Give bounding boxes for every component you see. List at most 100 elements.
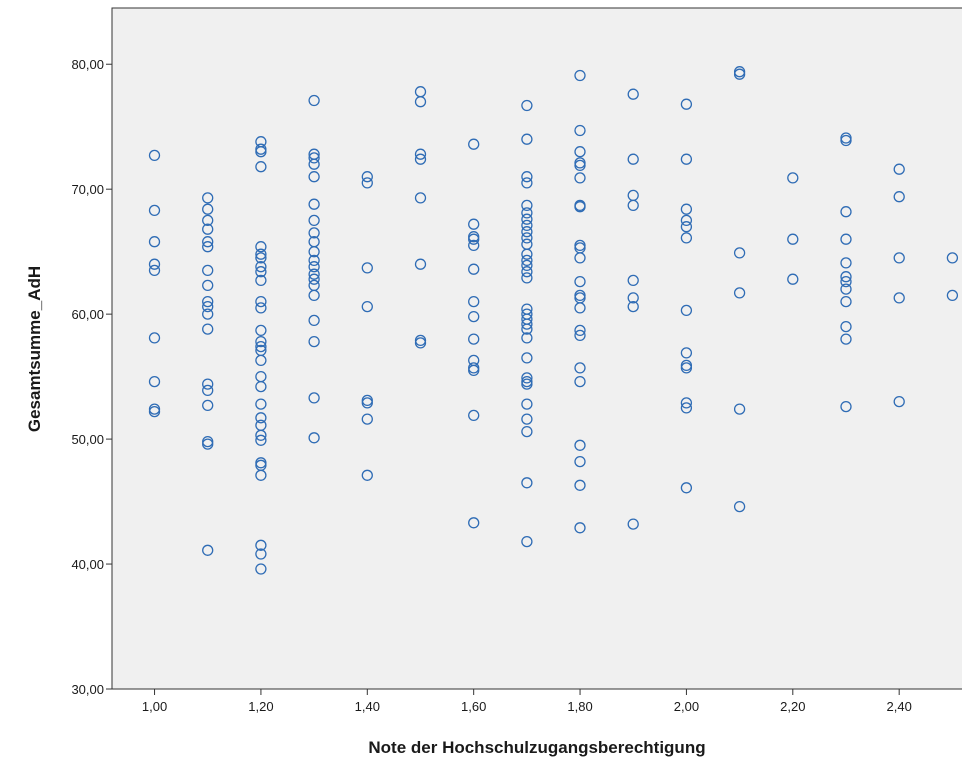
data-point <box>574 479 586 491</box>
y-tick-label: 30,00 <box>71 682 104 697</box>
y-tick-label: 40,00 <box>71 557 104 572</box>
data-point <box>840 275 852 288</box>
data-point <box>574 375 586 388</box>
data-point <box>521 199 533 212</box>
data-point <box>521 259 533 272</box>
data-point <box>308 227 320 239</box>
data-point <box>308 198 320 210</box>
data-point <box>574 252 586 264</box>
data-point <box>627 518 639 530</box>
data-point <box>787 233 799 245</box>
data-point <box>308 268 320 280</box>
data-point <box>255 295 267 308</box>
data-point <box>255 274 267 287</box>
data-point <box>521 352 533 364</box>
data-point <box>308 171 320 183</box>
data-point <box>148 204 161 217</box>
data-point <box>574 275 586 288</box>
data-point <box>414 337 427 349</box>
data-point <box>521 254 533 267</box>
data-point <box>893 252 905 264</box>
data-point <box>255 252 267 264</box>
data-point <box>308 335 320 348</box>
data-point <box>255 266 267 278</box>
data-point <box>202 544 214 556</box>
data-point <box>840 283 852 295</box>
data-point <box>521 248 533 260</box>
data-point <box>840 134 852 147</box>
data-point <box>893 292 905 304</box>
data-point <box>521 266 533 278</box>
data-point <box>202 384 214 397</box>
data-point <box>574 302 586 314</box>
data-point <box>255 539 267 551</box>
data-point <box>255 324 267 337</box>
data-point <box>521 219 533 232</box>
data-point <box>308 158 320 170</box>
data-point <box>680 362 693 374</box>
data-point <box>202 241 214 253</box>
y-tick-label: 70,00 <box>71 182 104 197</box>
data-point <box>680 203 693 215</box>
data-point <box>840 257 852 269</box>
data-point <box>308 392 320 404</box>
data-point <box>148 236 161 248</box>
data-point <box>680 221 693 233</box>
data-point <box>733 287 746 299</box>
data-point <box>574 362 586 374</box>
data-point <box>733 68 746 80</box>
data-point <box>521 133 533 145</box>
data-point <box>733 403 746 415</box>
data-point <box>468 233 480 245</box>
data-point <box>414 96 427 108</box>
y-tick-label: 50,00 <box>71 432 104 447</box>
data-point <box>893 395 905 408</box>
data-point <box>468 239 480 252</box>
data-point <box>148 405 161 418</box>
data-point <box>361 413 373 425</box>
data-point <box>308 254 320 267</box>
data-point <box>680 304 693 317</box>
data-point <box>255 398 267 410</box>
data-point <box>574 455 586 468</box>
data-point <box>627 274 639 287</box>
data-point <box>574 146 586 158</box>
data-point <box>574 69 586 82</box>
y-axis-title: Gesamtsumme_AdH <box>25 266 44 432</box>
data-point <box>680 214 693 227</box>
y-axis: 30,00 40,00 50,00 60,00 70,00 80,00 <box>71 57 112 697</box>
data-point <box>308 314 320 327</box>
data-point <box>148 332 161 344</box>
data-point <box>361 171 373 183</box>
data-point <box>521 332 533 344</box>
data-point <box>574 201 586 213</box>
data-point <box>521 232 533 244</box>
data-point <box>574 159 586 172</box>
data-points <box>148 66 959 575</box>
data-point <box>840 233 852 245</box>
x-tick-label: 2,20 <box>780 699 805 714</box>
data-point <box>680 347 693 359</box>
data-point <box>202 214 214 227</box>
data-point <box>202 295 214 308</box>
data-point <box>148 149 161 162</box>
data-point <box>840 333 852 345</box>
data-point <box>574 172 586 184</box>
data-point <box>255 161 267 173</box>
data-point <box>202 279 214 292</box>
data-point <box>521 318 533 330</box>
data-point <box>840 320 852 333</box>
data-point <box>521 398 533 410</box>
x-tick-label: 1,20 <box>248 699 273 714</box>
data-point <box>308 261 320 273</box>
data-point <box>733 500 746 513</box>
data-point <box>202 203 214 215</box>
data-point <box>468 295 480 308</box>
data-point <box>202 323 214 335</box>
data-point <box>202 264 214 277</box>
data-point <box>148 258 161 270</box>
data-point <box>255 548 267 560</box>
data-point <box>627 292 639 304</box>
y-tick-label: 60,00 <box>71 307 104 322</box>
